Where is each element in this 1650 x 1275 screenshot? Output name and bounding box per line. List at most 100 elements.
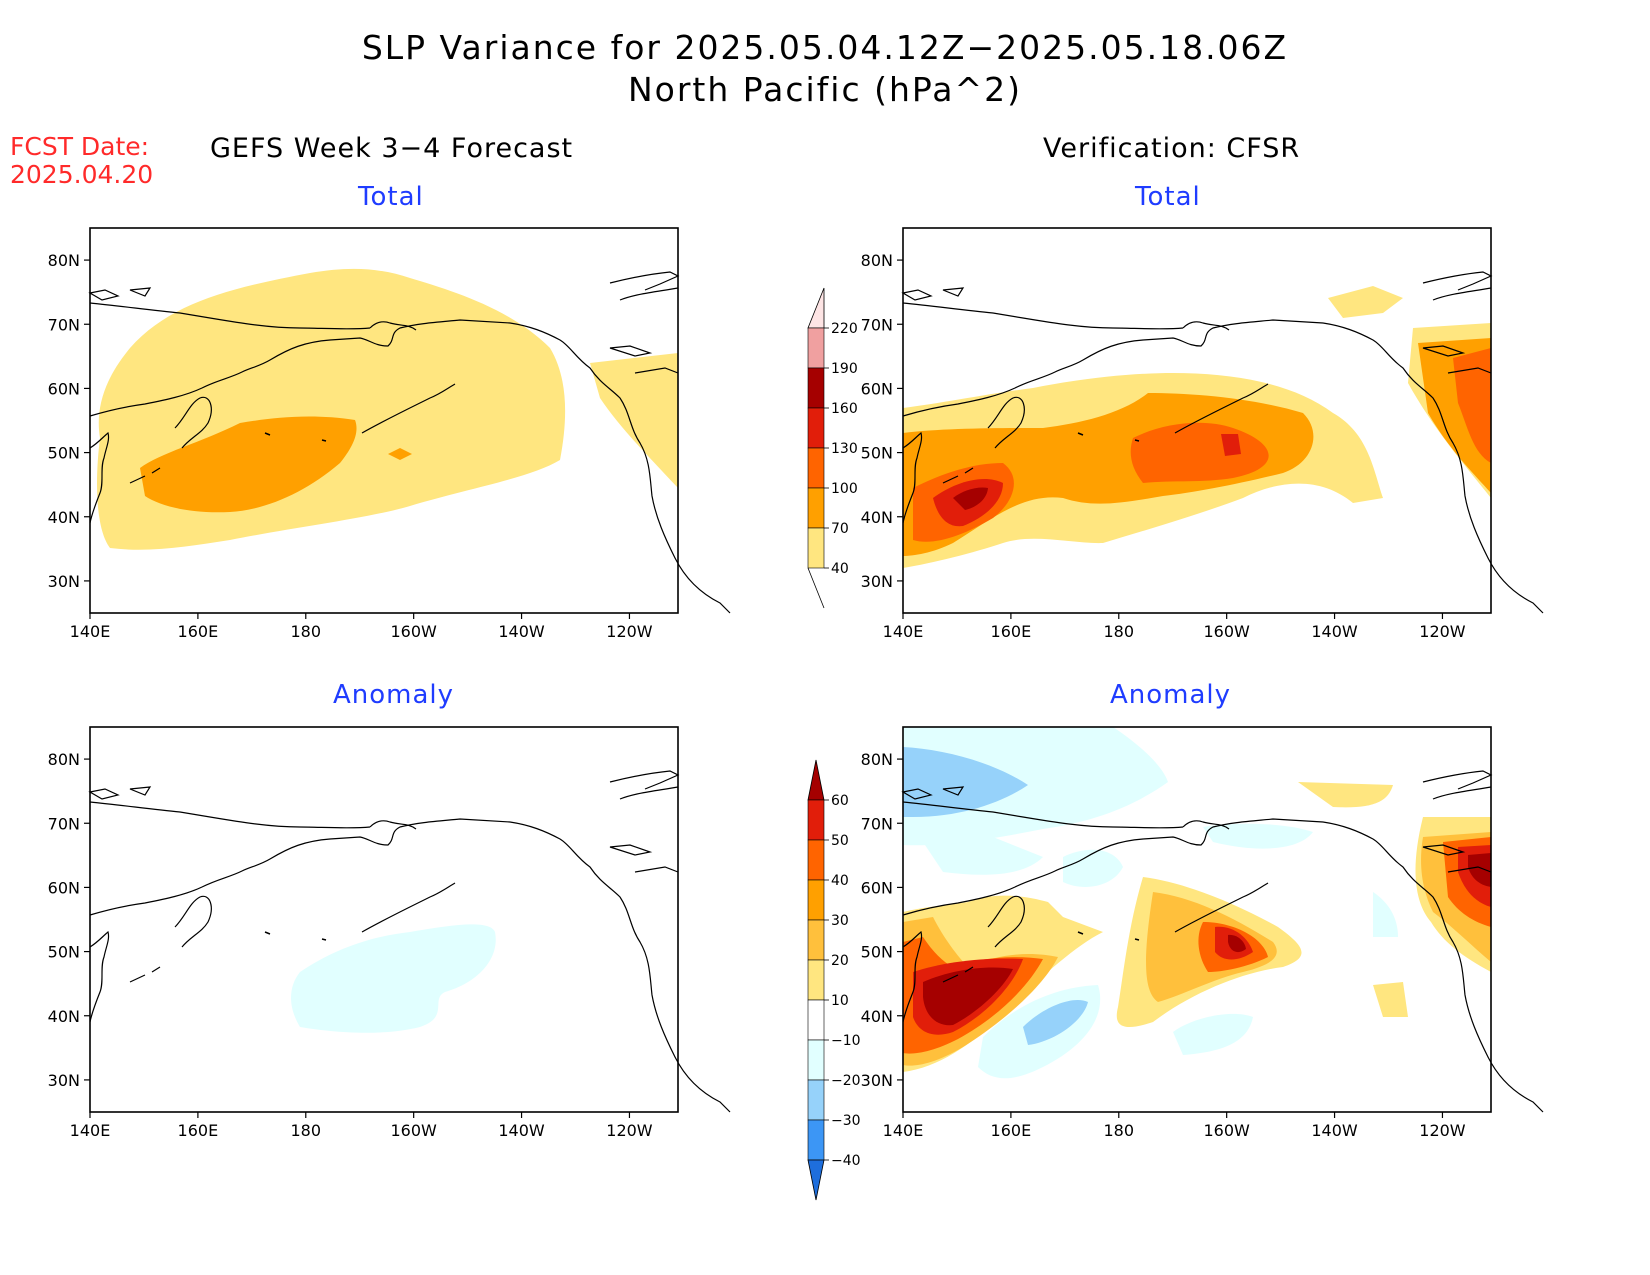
lat-tick-label: 60N xyxy=(861,379,893,398)
colorbar-tip-lower xyxy=(807,567,825,609)
lat-tick-label: 50N xyxy=(861,943,893,962)
colorbar-box xyxy=(807,407,825,449)
colorbar-box xyxy=(807,799,825,841)
colorbar-label: 20 xyxy=(831,953,849,969)
main-subtitle: North Pacific (hPa^2) xyxy=(627,70,1023,109)
fcst-date-value: 2025.04.20 xyxy=(10,160,154,189)
colorbar-box xyxy=(807,959,825,1001)
colorbar-label: −30 xyxy=(831,1113,861,1129)
colorbar-box xyxy=(807,527,825,569)
colorbar-label: 50 xyxy=(831,833,849,849)
map-verification-anomaly xyxy=(902,726,1544,1113)
colorbar-label: 10 xyxy=(831,993,849,1009)
lat-tick-label: 50N xyxy=(48,943,80,962)
lon-tick-label: 140E xyxy=(70,622,111,641)
colorbar-box xyxy=(807,919,825,961)
colorbar-tip-upper xyxy=(807,759,825,801)
lon-tick-label: 160E xyxy=(991,622,1032,641)
lon-tick-label: 160W xyxy=(390,1121,437,1140)
lat-tick-label: 70N xyxy=(861,814,893,833)
colorbar-label: 160 xyxy=(831,401,858,417)
lat-tick-label: 80N xyxy=(861,251,893,270)
lon-tick-label: 160W xyxy=(390,622,437,641)
colorbar-box xyxy=(807,1039,825,1081)
colorbar-box xyxy=(807,879,825,921)
lat-tick-label: 40N xyxy=(861,508,893,527)
colorbar-box xyxy=(807,447,825,489)
panel-title-forecast-anomaly: Anomaly xyxy=(333,680,455,710)
main-title: SLP Variance for 2025.05.04.12Z−2025.05.… xyxy=(361,28,1289,67)
lon-tick-label: 140E xyxy=(883,622,924,641)
colorbar-label: −40 xyxy=(831,1153,861,1169)
lat-tick-label: 60N xyxy=(48,878,80,897)
lat-tick-label: 30N xyxy=(48,1071,80,1090)
lat-tick-label: 40N xyxy=(48,508,80,527)
colorbar-label: 40 xyxy=(831,561,849,577)
lon-tick-label: 120W xyxy=(606,622,653,641)
lon-tick-label: 120W xyxy=(1419,1121,1466,1140)
lon-tick-label: 160E xyxy=(991,1121,1032,1140)
panel-title-forecast-total: Total xyxy=(358,182,424,212)
lat-tick-label: 70N xyxy=(861,315,893,334)
panel-title-verification-anomaly: Anomaly xyxy=(1110,680,1232,710)
colorbar-tip-upper xyxy=(807,287,825,329)
colorbar-label: 60 xyxy=(831,793,849,809)
lat-tick-label: 50N xyxy=(48,444,80,463)
colorbar-label: 220 xyxy=(831,321,858,337)
lat-tick-label: 40N xyxy=(861,1007,893,1026)
lon-tick-label: 160W xyxy=(1203,1121,1250,1140)
lat-tick-label: 30N xyxy=(861,1071,893,1090)
axis-labels: 80N 70N 60N 50N 40N 30N 140E 160E 180 160W 140W 120… xyxy=(48,251,1466,1140)
lon-tick-label: 140E xyxy=(883,1121,924,1140)
lat-tick-label: 70N xyxy=(48,814,80,833)
lat-tick-label: 60N xyxy=(48,379,80,398)
lon-tick-label: 140W xyxy=(1311,622,1358,641)
colorbar-label: −10 xyxy=(831,1033,861,1049)
lon-tick-label: 160W xyxy=(1203,622,1250,641)
verification-column-header: Verification: CFSR xyxy=(1043,133,1301,164)
panel-title-verification-total: Total xyxy=(1135,182,1201,212)
lat-tick-label: 40N xyxy=(48,1007,80,1026)
fcst-date-label: FCST Date: xyxy=(10,132,150,161)
colorbar-box xyxy=(807,839,825,881)
colorbar-label: 40 xyxy=(831,873,849,889)
lat-tick-label: 70N xyxy=(48,315,80,334)
map-verification-total xyxy=(902,227,1544,614)
colorbar-box xyxy=(807,367,825,409)
lon-tick-label: 140E xyxy=(70,1121,111,1140)
lon-tick-label: 120W xyxy=(606,1121,653,1140)
lat-tick-label: 50N xyxy=(861,444,893,463)
map-forecast-total xyxy=(89,227,731,614)
lat-tick-label: 30N xyxy=(48,572,80,591)
colorbar-tip-lower xyxy=(807,1159,825,1201)
lat-tick-label: 60N xyxy=(861,878,893,897)
colorbar-label: 70 xyxy=(831,521,849,537)
colorbar-anomaly: −40 −30 −20 −10 10 20 30 40 50 60 xyxy=(807,759,861,1201)
lat-tick-label: 30N xyxy=(861,572,893,591)
lon-tick-label: 140W xyxy=(1311,1121,1358,1140)
colorbar-label: 30 xyxy=(831,913,849,929)
colorbar-box xyxy=(807,487,825,529)
colorbar-box xyxy=(807,327,825,369)
lat-tick-label: 80N xyxy=(861,750,893,769)
lon-tick-label: 160E xyxy=(178,1121,219,1140)
lon-tick-label: 180 xyxy=(291,622,322,641)
map-forecast-anomaly xyxy=(89,726,731,1113)
lon-tick-label: 180 xyxy=(1104,622,1135,641)
colorbar-box xyxy=(807,1079,825,1121)
colorbar-label: 190 xyxy=(831,361,858,377)
fcst-date-block: FCST Date: 2025.04.20 xyxy=(10,133,153,189)
lon-tick-label: 180 xyxy=(291,1121,322,1140)
colorbar-total: 40 70 100 130 160 190 220 xyxy=(807,287,858,609)
lon-tick-label: 140W xyxy=(498,622,545,641)
colorbar-label: 100 xyxy=(831,481,858,497)
colorbar-label: 130 xyxy=(831,441,858,457)
colorbar-box xyxy=(807,999,825,1041)
lon-tick-label: 140W xyxy=(498,1121,545,1140)
lat-tick-label: 80N xyxy=(48,251,80,270)
lon-tick-label: 120W xyxy=(1419,622,1466,641)
lon-tick-label: 180 xyxy=(1104,1121,1135,1140)
lat-tick-label: 80N xyxy=(48,750,80,769)
colorbar-label: −20 xyxy=(831,1073,861,1089)
